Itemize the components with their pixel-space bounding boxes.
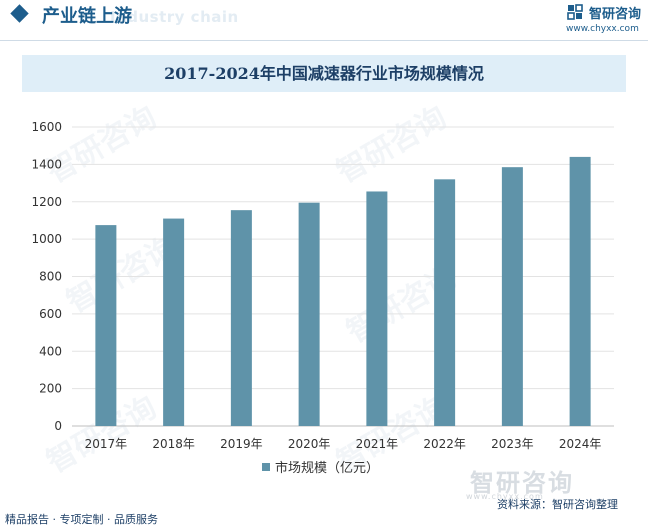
x-tick-label: 2017年	[85, 437, 128, 451]
footer-tagline: 精品报告 · 专项定制 · 品质服务	[5, 513, 158, 526]
section-ghost-text: Industry chain	[110, 8, 239, 26]
y-tick-label: 400	[39, 344, 62, 358]
bar	[501, 167, 523, 426]
bar	[366, 191, 388, 426]
y-tick-label: 1000	[31, 232, 62, 246]
source-note: 资料来源：智研咨询整理	[497, 498, 618, 511]
x-tick-label: 2023年	[491, 437, 534, 451]
legend: 市场规模（亿元）	[262, 457, 379, 476]
chart-title-bar: 2017-2024年中国减速器行业市场规模情况	[22, 55, 626, 92]
y-tick-label: 1600	[31, 120, 62, 134]
y-tick-label: 1200	[31, 195, 62, 209]
x-tick-label: 2020年	[288, 437, 331, 451]
header-divider	[0, 40, 648, 41]
bar	[163, 218, 185, 426]
brand-url: www.chyxx.com	[566, 24, 639, 34]
bar	[95, 225, 117, 426]
x-tick-label: 2019年	[220, 437, 263, 451]
legend-swatch	[262, 462, 270, 471]
bar	[569, 156, 591, 426]
footer-logo-text: 智研咨询	[470, 469, 574, 497]
brand-name: 智研咨询	[589, 7, 642, 22]
header: Industry chain 产业链上游 智研咨询 www.chyxx.com	[0, 0, 648, 36]
y-tick-label: 200	[39, 382, 62, 396]
y-tick-label: 800	[39, 270, 62, 284]
brand-logo-icon	[567, 4, 583, 20]
legend-label: 市场规模（亿元）	[275, 461, 380, 476]
x-tick-label: 2021年	[356, 437, 399, 451]
y-tick-label: 1400	[31, 157, 62, 171]
bar	[230, 210, 252, 426]
section-title: 产业链上游	[42, 6, 132, 27]
x-tick-label: 2024年	[559, 437, 602, 451]
chart-title: 2017-2024年中国减速器行业市场规模情况	[164, 64, 484, 83]
x-tick-label: 2022年	[423, 437, 466, 451]
footer-logo-url: www.chyxx.com	[466, 492, 544, 501]
y-tick-label: 600	[39, 307, 62, 321]
bar	[298, 202, 320, 426]
x-tick-label: 2018年	[152, 437, 195, 451]
y-tick-label: 0	[54, 419, 62, 433]
bar	[434, 179, 456, 426]
